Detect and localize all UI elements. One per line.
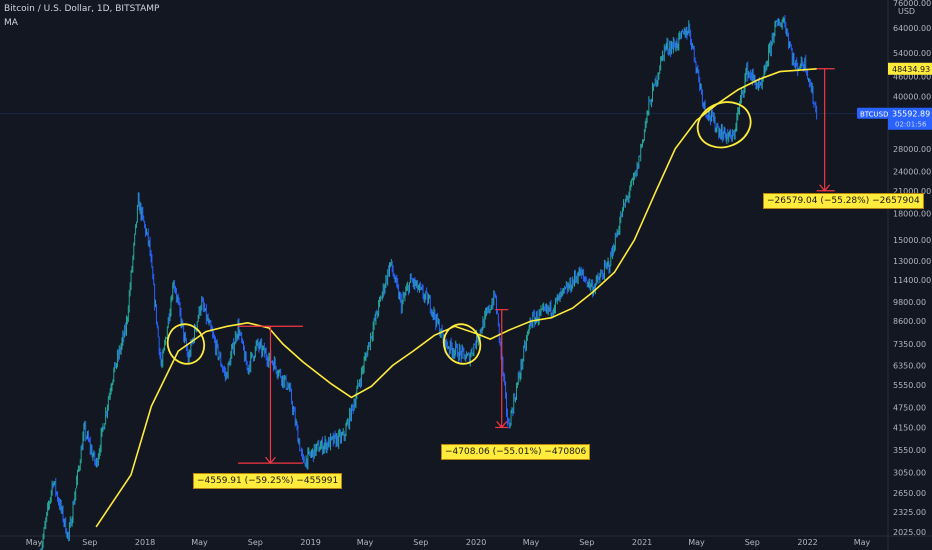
price-tick-label: 4750.00 [893,404,926,413]
time-tick-label: 2018 [135,538,155,547]
measure-label-2018: −4559.91 (−59.25%) −455991 [193,473,343,489]
price-tick-label: 3050.00 [893,468,926,477]
time-tick-label: Sep [413,538,428,547]
time-tick-label: May [191,538,208,547]
time-tick-label: Sep [248,538,263,547]
candles [39,15,818,550]
highlight-circle[interactable] [162,319,210,369]
measure-label-2022: −26579.04 (−55.28%) −2657904 [763,193,924,209]
time-tick-label: May [688,538,705,547]
ma-price-tag-label: 48434.93 [892,65,930,74]
indicator-legend[interactable]: MA [4,18,18,28]
time-tick-label: 2020 [466,538,486,547]
price-tick-label: 7350.00 [893,340,926,349]
symbol-title[interactable]: Bitcoin / U.S. Dollar, 1D, BITSTAMP [4,4,160,14]
price-axis[interactable]: 76000.00 64000.00 54000.00 46000.00 40000.00… [893,0,931,537]
price-tick-label: 18000.00 [893,209,931,218]
time-tick-label: Sep [82,538,97,547]
price-tick-label: 28000.00 [893,145,931,154]
price-tick-label: 3550.00 [893,446,926,455]
price-tick-label: 54000.00 [893,49,931,58]
measure-label-2020: −4708.06 (−55.01%) −470806 [441,444,591,460]
price-tick-label: 9800.00 [893,298,926,307]
price-tick-label: 24000.00 [893,167,931,176]
time-tick-label: 2019 [300,538,320,547]
time-tick-label: Sep [579,538,594,547]
symbol-tag-label: BTCUSD [860,111,889,119]
plot-area[interactable] [0,15,888,550]
bar-countdown: 02:01:56 [895,121,927,129]
time-tick-label: 2022 [797,538,817,547]
time-tick-label: 2021 [632,538,652,547]
measure-arrow[interactable] [816,68,835,192]
price-tick-label: 76000.00 [893,0,931,8]
ma-price-tag [888,62,932,75]
price-tick-label: 6350.00 [893,361,926,370]
price-tick-label: 64000.00 [893,24,931,33]
highlight-circle[interactable] [438,319,486,369]
price-tick-label: 2325.00 [893,508,926,517]
time-tick-label: May [26,538,43,547]
time-tick-label: Sep [745,538,760,547]
measure-arrow[interactable] [238,325,303,465]
symbol-tag [857,107,888,119]
currency-label: USD [898,7,915,16]
time-axis[interactable]: May Sep 2018 May Sep 2019 May Sep 2020 May Sep 2021… [26,538,871,547]
price-tags: 48434.93 BTCUSD 35592.89 02:01:56 [857,62,932,130]
last-price-tag [888,107,932,130]
price-tick-label: 40000.00 [893,93,931,102]
price-tick-label: 21000.00 [893,187,931,196]
price-tick-label: 13000.00 [893,257,931,266]
time-tick-label: May [357,538,374,547]
price-tick-label: 11400.00 [893,276,931,285]
price-tick-label: 46000.00 [893,72,931,81]
price-tick-label: 8600.00 [893,317,926,326]
price-tick-label: 2025.00 [893,528,926,537]
price-tick-label: 15000.00 [893,236,931,245]
highlight-circle[interactable] [691,95,757,155]
measure-arrow[interactable] [495,309,509,429]
price-tick-label: 5550.00 [893,381,926,390]
time-tick-label: May [854,538,871,547]
price-tick-label: 2650.00 [893,489,926,498]
time-tick-label: May [523,538,540,547]
last-price-label: 35592.89 [892,110,930,119]
price-tick-label: 4150.00 [893,423,926,432]
